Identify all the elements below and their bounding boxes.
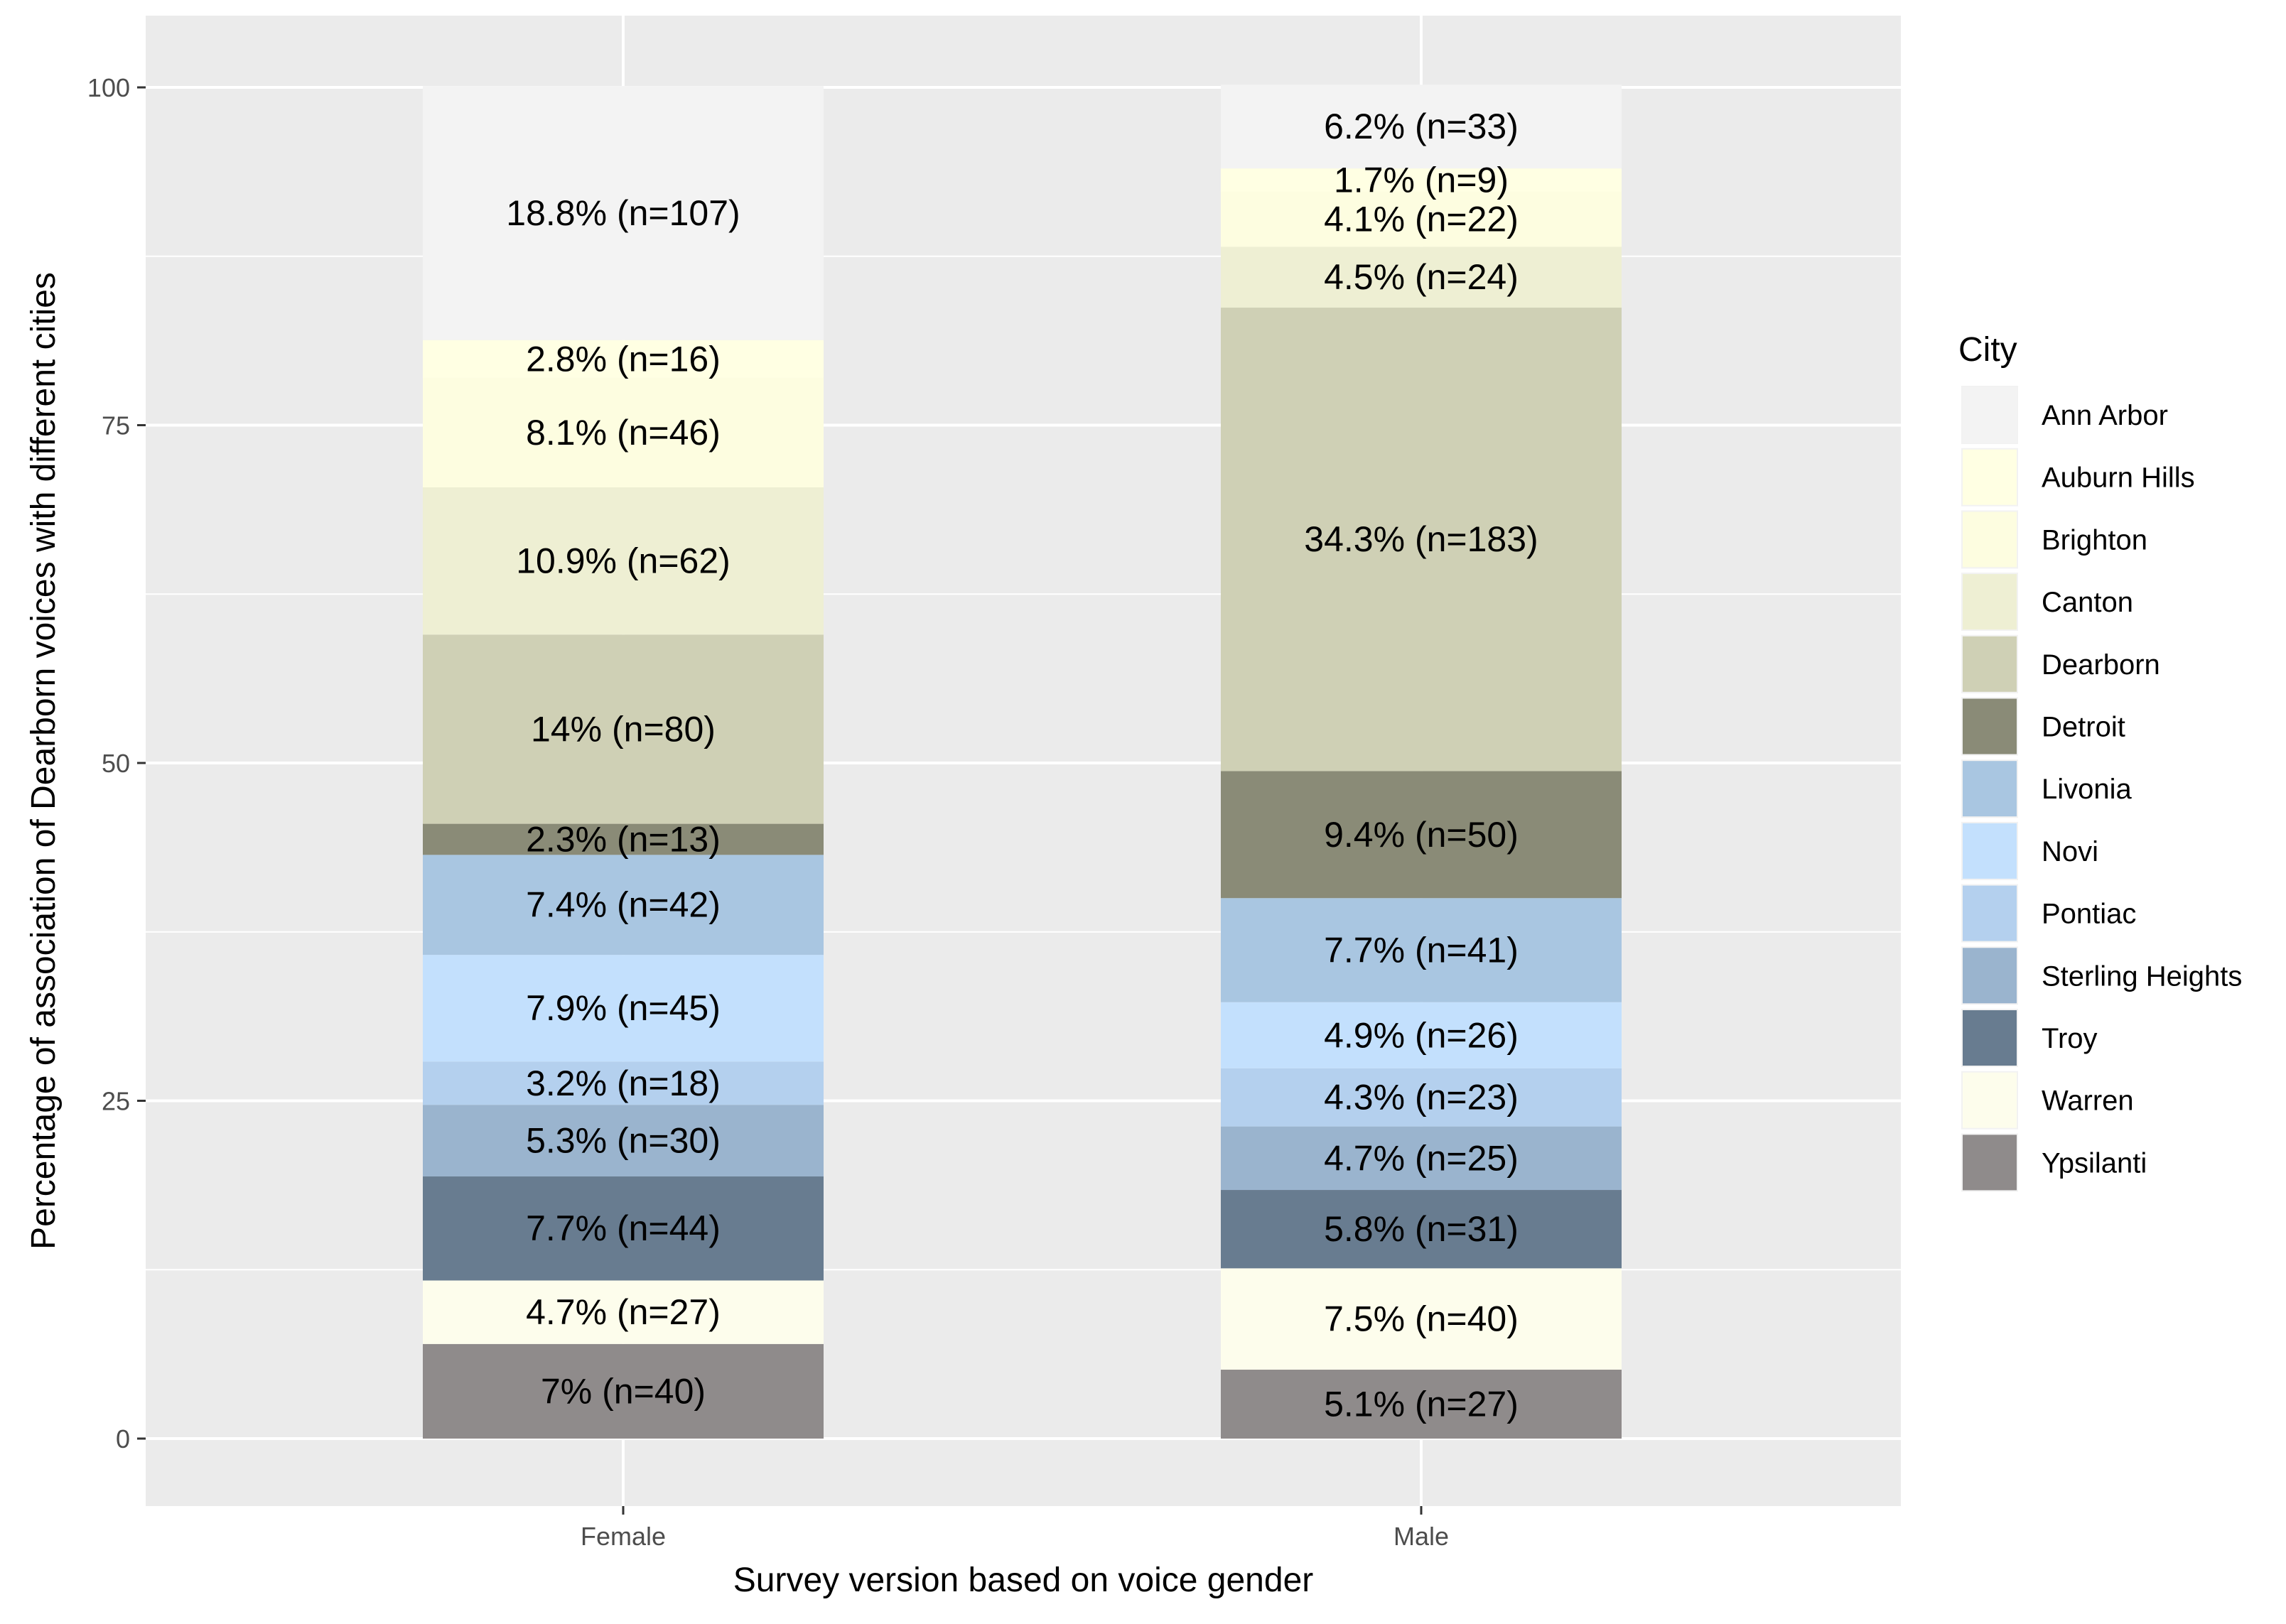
bar-segment-female-livonia [423, 855, 824, 956]
legend-swatch-troy [1963, 1010, 2017, 1066]
segment-label-male-livonia: 7.7% (n=41) [1324, 930, 1519, 970]
bar-segment-female-auburn-hills [423, 340, 824, 378]
legend-swatch-novi [1963, 823, 2017, 879]
legend-label-warren: Warren [2042, 1086, 2134, 1117]
y-axis-title: Percentage of association of Dearborn vo… [25, 272, 63, 1250]
legend-swatch-ann-arbor [1963, 387, 2017, 443]
bar-segment-male-ypsilanti [1221, 1369, 1622, 1439]
segment-label-female-pontiac: 3.2% (n=18) [526, 1063, 721, 1103]
legend-label-ypsilanti: Ypsilanti [2042, 1147, 2147, 1179]
segment-labels: 7% (n=40) 4.7% (n=27) 7.7% (n=44) 5.3% (n=3… [506, 107, 1538, 1424]
legend-swatch-brighton [1963, 511, 2017, 568]
segment-label-female-canton: 10.9% (n=62) [516, 541, 730, 581]
legend-label-pontiac: Pontiac [2042, 899, 2136, 930]
plot-panel [146, 16, 1901, 1506]
bar-segment-female-warren [423, 1280, 824, 1344]
bar-segment-male-novi [1221, 1002, 1622, 1068]
legend-label-ann-arbor: Ann Arbor [2042, 400, 2168, 431]
segment-label-male-brighton: 4.1% (n=22) [1324, 199, 1519, 239]
bar-segment-female-brighton [423, 377, 824, 487]
x-tick-label-male: Male [1393, 1522, 1449, 1551]
legend-label-troy: Troy [2042, 1023, 2098, 1054]
x-tick-label-female: Female [581, 1522, 666, 1551]
segment-label-male-novi: 4.9% (n=26) [1324, 1015, 1519, 1055]
segment-label-male-pontiac: 4.3% (n=23) [1324, 1078, 1519, 1117]
bar-segment-male-pontiac [1221, 1068, 1622, 1127]
bar-segment-male-auburn-hills [1221, 168, 1622, 192]
legend-label-livonia: Livonia [2042, 774, 2133, 805]
legend-label-dearborn: Dearborn [2042, 649, 2160, 681]
y-tick-label: 0 [116, 1424, 130, 1454]
bar-segment-male-ann-arbor [1221, 85, 1622, 169]
segment-label-female-brighton: 8.1% (n=46) [526, 413, 721, 453]
segment-label-male-troy: 5.8% (n=31) [1324, 1209, 1519, 1249]
axes: 0 25 50 75 100 Female Male [87, 73, 1449, 1551]
legend-title: City [1958, 331, 2017, 369]
segment-label-female-auburn-hills: 2.8% (n=16) [526, 339, 721, 379]
segment-label-female-detroit: 2.3% (n=13) [526, 819, 721, 859]
bar-segment-female-detroit [423, 823, 824, 855]
segment-label-male-canton: 4.5% (n=24) [1324, 257, 1519, 297]
bar-segment-male-troy [1221, 1190, 1622, 1269]
bar-segment-male-brighton [1221, 191, 1622, 247]
bar-segment-female-ann-arbor [423, 86, 824, 340]
legend-swatch-detroit [1963, 698, 2017, 754]
bar-segments [423, 85, 1622, 1439]
legend-label-sterling-heights: Sterling Heights [2042, 960, 2242, 992]
segment-label-female-sterling-heights: 5.3% (n=30) [526, 1121, 721, 1161]
bar-segment-female-sterling-heights [423, 1105, 824, 1177]
y-tick-label: 100 [87, 73, 130, 102]
legend-swatch-ypsilanti [1963, 1135, 2017, 1191]
legend-label-canton: Canton [2042, 587, 2133, 618]
bar-segment-male-canton [1221, 247, 1622, 308]
legend-swatch-dearborn [1963, 636, 2017, 692]
y-tick-label: 50 [102, 749, 130, 778]
x-axis-title: Survey version based on voice gender [733, 1561, 1314, 1599]
segment-label-male-ann-arbor: 6.2% (n=33) [1324, 107, 1519, 146]
legend-label-auburn-hills: Auburn Hills [2042, 462, 2195, 494]
bar-segment-male-livonia [1221, 898, 1622, 1002]
segment-label-female-warren: 4.7% (n=27) [526, 1292, 721, 1332]
legend-swatch-pontiac [1963, 885, 2017, 941]
segment-label-male-ypsilanti: 5.1% (n=27) [1324, 1384, 1519, 1424]
bar-segment-female-canton [423, 487, 824, 635]
segment-label-female-ann-arbor: 18.8% (n=107) [506, 193, 740, 233]
legend-swatch-warren [1963, 1072, 2017, 1128]
bar-segment-male-dearborn [1221, 308, 1622, 772]
legend-swatch-livonia [1963, 761, 2017, 817]
bar-segment-female-dearborn [423, 634, 824, 824]
segment-label-female-ypsilanti: 7% (n=40) [541, 1371, 706, 1411]
segment-label-female-troy: 7.7% (n=44) [526, 1208, 721, 1248]
bar-segment-female-pontiac [423, 1061, 824, 1105]
segment-label-female-livonia: 7.4% (n=42) [526, 885, 721, 925]
bar-segment-female-novi [423, 955, 824, 1062]
segment-label-female-dearborn: 14% (n=80) [531, 709, 716, 749]
bar-segment-male-sterling-heights [1221, 1126, 1622, 1191]
y-tick-label: 25 [102, 1087, 130, 1116]
bar-segment-male-warren [1221, 1268, 1622, 1370]
segment-label-male-detroit: 9.4% (n=50) [1324, 815, 1519, 855]
segment-label-male-auburn-hills: 1.7% (n=9) [1334, 160, 1509, 200]
segment-label-male-warren: 7.5% (n=40) [1324, 1299, 1519, 1339]
legend-label-novi: Novi [2042, 836, 2098, 867]
bar-segment-male-detroit [1221, 771, 1622, 899]
segment-label-male-sterling-heights: 4.7% (n=25) [1324, 1138, 1519, 1178]
legend: City Ann Arbor Auburn Hills Brighton Canton… [1958, 331, 2242, 1192]
legend-swatch-canton [1963, 574, 2017, 630]
bar-segment-female-troy [423, 1176, 824, 1281]
legend-label-brighton: Brighton [2042, 524, 2147, 556]
legend-swatch-sterling-heights [1963, 948, 2017, 1004]
segment-label-male-dearborn: 34.3% (n=183) [1304, 519, 1538, 559]
segment-label-female-novi: 7.9% (n=45) [526, 988, 721, 1028]
bar-segment-female-ypsilanti [423, 1343, 824, 1439]
y-tick-label: 75 [102, 411, 130, 440]
legend-label-detroit: Detroit [2042, 712, 2125, 743]
legend-swatch-auburn-hills [1963, 449, 2017, 505]
